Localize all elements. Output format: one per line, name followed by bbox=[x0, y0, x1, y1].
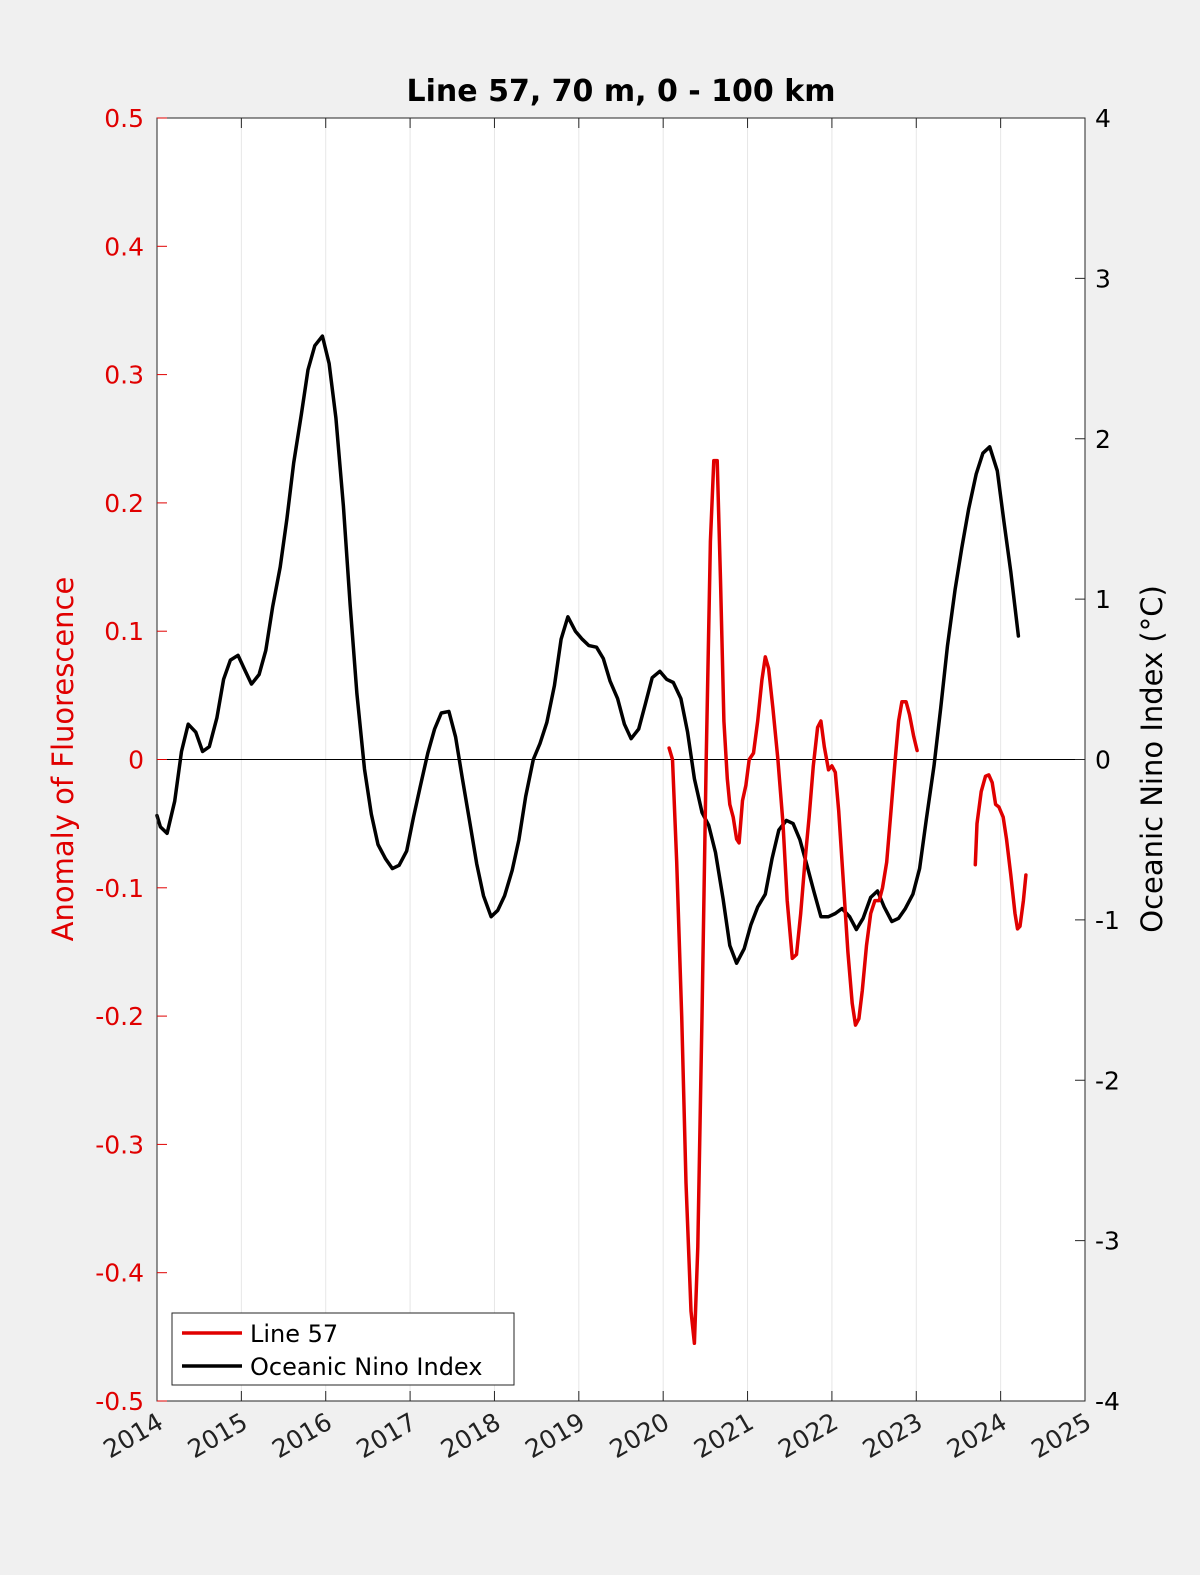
x-tick-label: 2021 bbox=[689, 1407, 759, 1464]
legend: Line 57 Oceanic Nino Index bbox=[171, 1312, 515, 1386]
y-tick-label-right: -3 bbox=[1095, 1227, 1120, 1256]
x-tick-label: 2015 bbox=[183, 1407, 253, 1464]
axis-ticks bbox=[156, 117, 1086, 1402]
series-line-oceanic-nino-index bbox=[155, 334, 1021, 965]
x-tick-label: 2019 bbox=[520, 1407, 590, 1464]
chart-title: Line 57, 70 m, 0 - 100 km bbox=[407, 74, 836, 109]
x-tick-label: 2016 bbox=[267, 1407, 337, 1464]
y-tick-label-right: 0 bbox=[1095, 746, 1111, 775]
y-tick-label-left: 0.4 bbox=[104, 232, 144, 261]
y-axis-label-right: Oceanic Nino Index (°C) bbox=[1135, 585, 1169, 933]
x-tick-label: 2017 bbox=[351, 1407, 421, 1464]
y-tick-label-left: -0.4 bbox=[95, 1259, 144, 1288]
y-tick-label-right: 4 bbox=[1095, 104, 1111, 133]
y-tick-label-left: 0.1 bbox=[104, 617, 144, 646]
y-tick-label-left: 0.3 bbox=[104, 361, 144, 390]
legend-label-line-57: Line 57 bbox=[250, 1320, 338, 1348]
y-tick-label-left: -0.2 bbox=[95, 1002, 144, 1031]
legend-label-oni: Oceanic Nino Index bbox=[250, 1353, 482, 1381]
y-axis-label-left: Anomaly of Fluorescence bbox=[46, 577, 80, 942]
x-tick-label: 2024 bbox=[942, 1407, 1012, 1464]
x-tick-label: 2022 bbox=[773, 1407, 843, 1464]
y-tick-label-right: -1 bbox=[1095, 906, 1120, 935]
series-lines bbox=[155, 334, 1028, 1346]
y-tick-label-right: -2 bbox=[1095, 1066, 1120, 1095]
legend-box bbox=[171, 1312, 515, 1386]
y-tick-label-right: 1 bbox=[1095, 585, 1111, 614]
x-tick-label: 2025 bbox=[1026, 1407, 1096, 1464]
y-tick-label-right: -4 bbox=[1095, 1387, 1120, 1416]
y-tick-label-left: 0 bbox=[128, 746, 144, 775]
x-tick-label: 2023 bbox=[858, 1407, 928, 1464]
y-tick-label-left: 0.2 bbox=[104, 489, 144, 518]
y-tick-label-right: 3 bbox=[1095, 264, 1111, 293]
y-tick-label-right: 2 bbox=[1095, 425, 1111, 454]
y-tick-label-left: -0.1 bbox=[95, 874, 144, 903]
x-tick-label: 2018 bbox=[436, 1407, 506, 1464]
x-tick-label: 2020 bbox=[605, 1407, 675, 1464]
y-tick-label-left: -0.5 bbox=[95, 1387, 144, 1416]
y-tick-label-left: -0.3 bbox=[95, 1130, 144, 1159]
y-tick-label-left: 0.5 bbox=[104, 104, 144, 133]
series-line-line-57 bbox=[667, 458, 919, 1346]
series-line-line-57 bbox=[973, 773, 1028, 931]
